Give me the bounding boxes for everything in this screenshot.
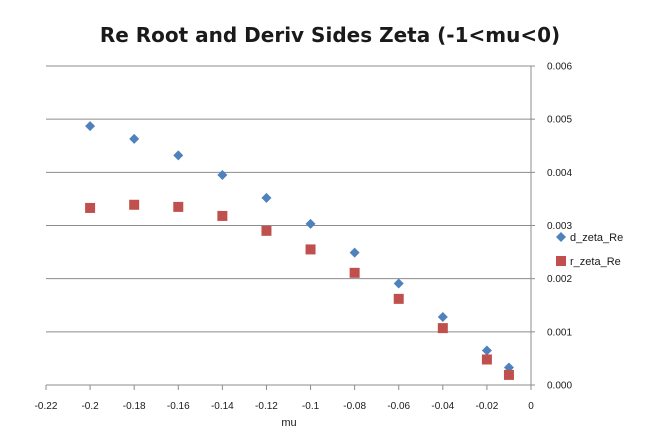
point-d_zeta_Re	[349, 247, 360, 258]
legend-item-r_zeta_Re: r_zeta_Re	[556, 256, 621, 268]
point-d_zeta_Re	[437, 311, 448, 322]
chart-title: Re Root and Deriv Sides Zeta (-1<mu<0)	[100, 23, 560, 47]
point-d_zeta_Re	[129, 133, 140, 144]
x-tick-label: -0.12	[255, 401, 278, 412]
y-tick-label: 0.001	[547, 327, 572, 338]
point-r_zeta_Re	[129, 199, 140, 210]
x-tick-label: -0.18	[123, 401, 146, 412]
y-tick-label: 0.002	[547, 274, 572, 285]
y-tick-label: 0.000	[547, 381, 572, 392]
x-tick-label: -0.08	[343, 401, 366, 412]
point-r_zeta_Re	[305, 244, 316, 255]
point-d_zeta_Re	[481, 345, 492, 356]
point-r_zeta_Re	[393, 293, 404, 304]
x-tick-label: -0.04	[431, 401, 454, 412]
x-axis-label: mu	[281, 417, 296, 429]
x-tick-label: -0.14	[211, 401, 234, 412]
y-tick-label: 0.005	[547, 115, 572, 126]
legend-marker-d_zeta_Re	[556, 232, 566, 242]
legend-marker-r_zeta_Re	[556, 256, 566, 266]
x-tick-label: -0.02	[476, 401, 499, 412]
y-tick-label: 0.006	[547, 62, 572, 73]
x-tick-label: -0.16	[167, 401, 190, 412]
point-r_zeta_Re	[217, 210, 228, 221]
point-r_zeta_Re	[261, 225, 272, 236]
y-tick-label: 0.003	[547, 221, 572, 232]
point-d_zeta_Re	[261, 192, 272, 203]
point-r_zeta_Re	[481, 354, 492, 365]
legend-label: r_zeta_Re	[570, 256, 621, 268]
series-r_zeta_Re	[85, 199, 514, 380]
data-points	[85, 121, 514, 380]
point-d_zeta_Re	[305, 218, 316, 229]
legend-item-d_zeta_Re: d_zeta_Re	[556, 232, 623, 244]
point-d_zeta_Re	[217, 169, 228, 180]
series-d_zeta_Re	[85, 121, 514, 373]
point-r_zeta_Re	[85, 202, 96, 213]
point-d_zeta_Re	[393, 278, 404, 289]
x-tick-label: -0.1	[302, 401, 320, 412]
gridlines	[46, 65, 531, 333]
point-d_zeta_Re	[173, 150, 184, 161]
x-tick-labels: -0.22 -0.2 -0.18 -0.16 -0.14 -0.12 -0.1 -0.08 -0…	[35, 401, 535, 412]
x-tick-label: -0.22	[35, 401, 58, 412]
legend: d_zeta_Re r_zeta_Re	[556, 232, 623, 268]
point-r_zeta_Re	[173, 201, 184, 212]
point-d_zeta_Re	[85, 121, 96, 132]
axes	[45, 65, 535, 390]
legend-label: d_zeta_Re	[570, 232, 623, 244]
x-tick-label: -0.06	[387, 401, 410, 412]
point-r_zeta_Re	[503, 369, 514, 380]
x-tick-label: -0.2	[81, 401, 99, 412]
y-tick-label: 0.004	[547, 168, 572, 179]
y-tick-labels: 0.000 0.001 0.002 0.003 0.004 0.005 0.006	[547, 62, 572, 392]
x-tick-label: 0	[528, 401, 534, 412]
point-r_zeta_Re	[437, 323, 448, 334]
point-r_zeta_Re	[349, 267, 360, 278]
